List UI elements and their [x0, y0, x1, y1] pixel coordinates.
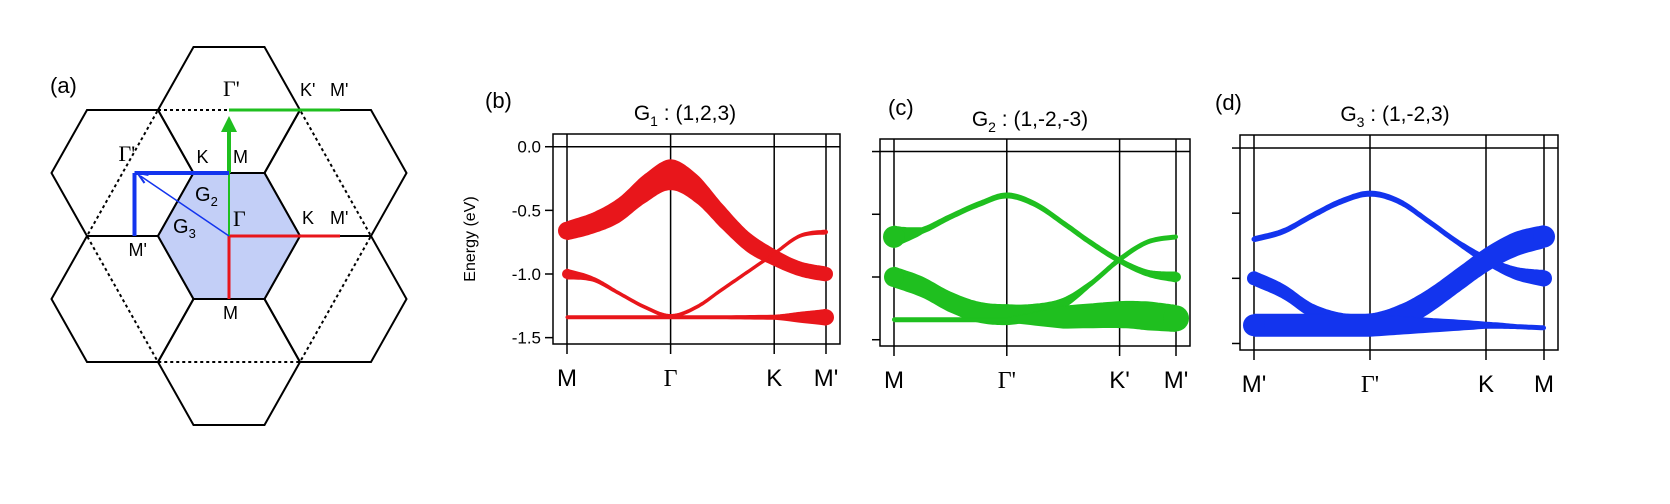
band-2	[893, 234, 1177, 326]
chart-panel-d: M' Γ' K M (d) G3 : (1,-2,3)	[1215, 90, 1559, 398]
title-subscript: 2	[988, 119, 996, 135]
bands	[1243, 190, 1555, 337]
x-tick-label: M	[1534, 371, 1554, 398]
x-tick-label: K'	[1109, 367, 1130, 394]
bands	[558, 159, 834, 326]
label-m-prime-top: M'	[330, 80, 348, 100]
label-gamma-prime-left: Γ'	[119, 141, 136, 166]
title-main: G	[634, 102, 650, 125]
label-m-prime-left: M'	[129, 240, 147, 260]
band-end-cap	[1533, 225, 1555, 248]
title-main: G	[1340, 103, 1356, 126]
title-rest: : (1,-2,3)	[1364, 103, 1449, 126]
band-2	[566, 229, 827, 318]
x-tick-label: M	[557, 365, 577, 392]
label-k-right: K	[302, 208, 314, 228]
title-main: G	[972, 108, 988, 131]
y-tick-label: 0.0	[517, 138, 541, 157]
band-end-cap	[558, 221, 576, 240]
title-rest: : (1,2,3)	[658, 102, 736, 125]
title-subscript: 3	[1357, 114, 1365, 130]
band-end-cap	[819, 267, 833, 281]
band-end-cap	[818, 309, 834, 326]
band-end-cap	[1174, 234, 1178, 239]
y-axis-label: Energy (eV)	[462, 196, 479, 281]
x-tick-label: K	[766, 365, 782, 392]
band-end-cap	[562, 269, 572, 279]
band-3	[566, 308, 827, 326]
g2-arrowhead	[221, 116, 237, 132]
band-end-cap	[824, 230, 828, 234]
band-1	[893, 192, 1177, 283]
bands	[883, 192, 1189, 332]
y-tick-label: -1.0	[512, 265, 541, 284]
band-end-cap	[892, 317, 896, 322]
panel-label: (d)	[1215, 90, 1242, 115]
panel-a-label: (a)	[50, 73, 77, 98]
chart-panel-c: M Γ' K' M' (c) G2 : (1,-2,-3)	[872, 95, 1191, 394]
band-end-cap	[884, 267, 904, 287]
label-m-bottom: M	[223, 303, 238, 323]
band-1	[566, 159, 827, 282]
label-gamma-prime-top: Γ'	[223, 76, 240, 101]
band-end-cap	[1163, 305, 1189, 332]
band-end-cap	[1243, 314, 1265, 337]
band-end-cap	[565, 315, 569, 319]
band-end-cap	[1171, 272, 1181, 282]
label-k-top: K	[197, 147, 209, 167]
label-m-prime-right: M'	[330, 208, 348, 228]
plot-frame	[1239, 134, 1559, 351]
panel-label: (b)	[485, 88, 512, 113]
x-tick-label: Γ	[664, 366, 678, 392]
x-tick-label: M'	[1242, 371, 1267, 398]
x-tick-label: Γ'	[1361, 372, 1379, 398]
band-end-cap	[1536, 270, 1552, 287]
panel-label: (c)	[888, 95, 914, 120]
chart-title: G1 : (1,2,3)	[634, 102, 736, 129]
x-tick-label: M'	[1164, 367, 1189, 394]
label-g2-subscript: 2	[211, 194, 218, 209]
title-subscript: 1	[650, 113, 658, 129]
y-tick-label: -1.5	[512, 329, 541, 348]
title-rest: : (1,-2,-3)	[996, 108, 1088, 131]
chart-panel-b: M Γ K M' 0.0 -0.5 -1.0 -1.5 Energy (eV) (b) G1 : (…	[462, 88, 841, 392]
g3-arrowhead	[135, 171, 149, 184]
band-3	[1253, 313, 1545, 337]
band-end-cap	[1251, 236, 1257, 242]
band-end-cap	[883, 225, 905, 248]
band-end-cap	[1247, 271, 1261, 286]
x-tick-label: M'	[814, 365, 839, 392]
label-k-prime-top: K'	[300, 80, 315, 100]
label-m-top: M	[233, 147, 248, 167]
x-tick-label: M	[884, 367, 904, 394]
plot-frame	[552, 133, 841, 345]
band-1	[1253, 190, 1545, 287]
y-tick-label: -0.5	[512, 201, 541, 220]
x-tick-label: K	[1478, 371, 1494, 398]
g3-vector-line	[140, 175, 230, 237]
chart-title: G2 : (1,-2,-3)	[972, 108, 1088, 135]
plot-frame	[879, 138, 1191, 347]
band-end-cap	[1542, 325, 1546, 330]
label-gamma: Γ	[233, 206, 246, 231]
label-g3-subscript: 3	[189, 226, 196, 241]
x-tick-label: Γ'	[998, 368, 1016, 394]
chart-title: G3 : (1,-2,3)	[1340, 103, 1449, 130]
